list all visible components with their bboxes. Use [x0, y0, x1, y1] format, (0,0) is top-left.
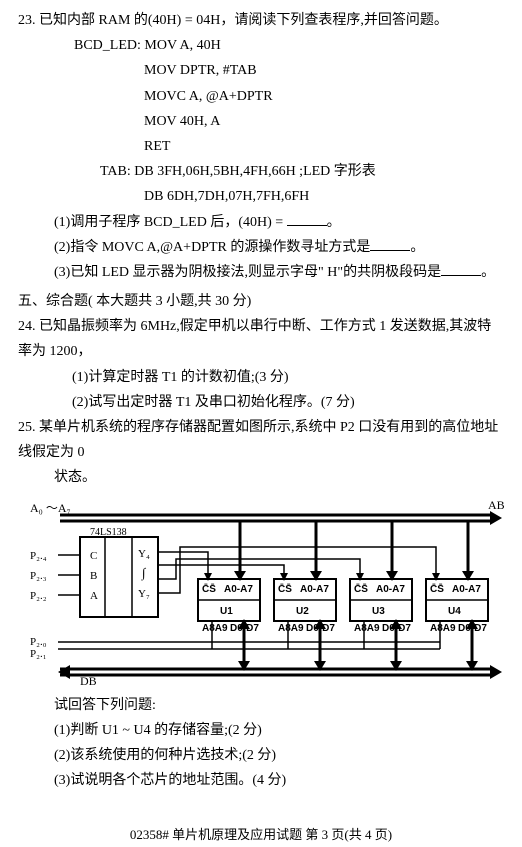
q23-sub1: (1)调用子程序 BCD_LED 后，(40H) = 。 [54, 210, 504, 235]
u4-a07: A0-A7 [452, 584, 481, 595]
u1-name: U1 [220, 606, 233, 617]
chip-u1: C̄S̄ A0-A7 U1 A8A9 D0-D7 [198, 579, 260, 634]
q23-sub3: (3)已知 LED 显示器为阴极接法,则显示字母" H"的共阴极段码是 。 [54, 260, 504, 285]
decoder-y7: Y₇ [138, 588, 150, 600]
code-0: BCD_LED: MOV A, 40H [74, 33, 504, 58]
q23-sub2b: 。 [410, 240, 424, 255]
label-p23: P₂.₃ [30, 570, 47, 582]
q23-sub1a: (1)调用子程序 BCD_LED 后，(40H) = [54, 215, 287, 230]
code-4: RET [144, 134, 504, 159]
q25-sub2: (2)该系统使用的何种片选技术;(2 分) [54, 743, 504, 768]
q25-sub1: (1)判断 U1 ~ U4 的存储容量;(2 分) [54, 718, 504, 743]
q24-stem: 24. 已知晶振频率为 6MHz,假定甲机以串行中断、工作方式 1 发送数据,其… [18, 314, 504, 364]
q24-sub2: (2)试写出定时器 T1 及串口初始化程序。(7 分) [72, 390, 504, 415]
u3-a07: A0-A7 [376, 584, 405, 595]
u4-cs: C̄S̄ [430, 582, 444, 594]
u2-name: U2 [296, 606, 309, 617]
label-p21: P₂.₁ [30, 648, 47, 660]
u3-name: U3 [372, 606, 385, 617]
q24-sub1: (1)计算定时器 T1 的计数初值;(3 分) [72, 365, 504, 390]
u1-a89: A8A9 [202, 623, 228, 634]
u3-a89: A8A9 [354, 623, 380, 634]
q23-sub3a: (3)已知 LED 显示器为阴极接法,则显示字母" H"的共阴极段码是 [54, 265, 441, 280]
page-footer: 02358# 单片机原理及应用试题 第 3 页(共 4 页) [18, 823, 504, 846]
label-a07: A₀ ～A₇ [30, 501, 71, 515]
code-2: MOVC A, @A+DPTR [144, 84, 504, 109]
decoder-a: A [90, 590, 98, 602]
blank3 [441, 262, 481, 276]
code-5: TAB: DB 3FH,06H,5BH,4FH,66H ;LED 字形表 [100, 159, 504, 184]
q25-stem: 25. 某单片机系统的程序存储器配置如图所示,系统中 P2 口没有用到的高位地址… [18, 415, 504, 465]
chip-u2: C̄S̄ A0-A7 U2 A8A9 D0-D7 [274, 579, 336, 634]
u2-a07: A0-A7 [300, 584, 329, 595]
section5-title: 五、综合题( 本大题共 3 小题,共 30 分) [18, 289, 504, 314]
blank1 [287, 212, 327, 226]
decoder-c: C [90, 550, 97, 562]
u1-cs: C̄S̄ [202, 582, 216, 594]
q23-sub3b: 。 [481, 265, 495, 280]
code-6: DB 6DH,7DH,07H,7FH,6FH [144, 184, 504, 209]
u4-name: U4 [448, 606, 461, 617]
q23-sub2a: (2)指令 MOVC A,@A+DPTR 的源操作数寻址方式是 [54, 240, 370, 255]
label-decoder: 74LS138 [90, 527, 127, 538]
blank2 [370, 237, 410, 251]
label-db: DB [80, 674, 97, 687]
q25-stem2: 状态。 [54, 465, 504, 490]
label-p22: P₂.₂ [30, 590, 47, 602]
q23-stem: 23. 已知内部 RAM 的(40H) = 04H，请阅读下列查表程序,并回答问… [18, 8, 504, 33]
q23-sub2: (2)指令 MOVC A,@A+DPTR 的源操作数寻址方式是 。 [54, 235, 504, 260]
u4-a89: A8A9 [430, 623, 456, 634]
code-1: MOV DPTR, #TAB [144, 58, 504, 83]
code-3: MOV 40H, A [144, 109, 504, 134]
label-ab: AB [488, 498, 505, 512]
u2-cs: C̄S̄ [278, 582, 292, 594]
decoder-b: B [90, 570, 97, 582]
chip-u3: C̄S̄ A0-A7 U3 A8A9 D0-D7 [350, 579, 412, 634]
chip-u4: C̄S̄ A0-A7 U4 A8A9 D0-D7 [426, 579, 488, 634]
circuit-diagram: A₀ ～A₇ AB 74LS138 C B A Y₄ ∫ Y₇ P₂.₄ P₂.… [30, 497, 510, 687]
q25-sub3: (3)试说明各个芯片的地址范围。(4 分) [54, 768, 504, 793]
u2-a89: A8A9 [278, 623, 304, 634]
label-p24: P₂.₄ [30, 550, 47, 562]
u3-cs: C̄S̄ [354, 582, 368, 594]
u1-a07: A0-A7 [224, 584, 253, 595]
decoder-y4: Y₄ [138, 548, 150, 560]
label-p20: P₂.₀ [30, 636, 47, 648]
q25-post: 试回答下列问题: [54, 693, 504, 718]
q23-sub1b: 。 [327, 215, 341, 230]
